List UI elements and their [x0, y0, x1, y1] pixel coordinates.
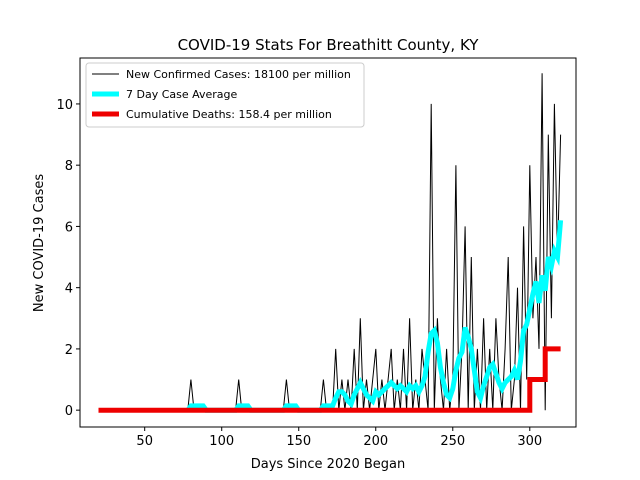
y-axis-label: New COVID-19 Cases — [32, 174, 47, 312]
plot-frame — [79, 57, 577, 428]
legend: New Confirmed Cases: 18100 per million 7 … — [85, 62, 365, 128]
legend-label: Cumulative Deaths: 158.4 per million — [126, 108, 332, 121]
chart-title: COVID-19 Stats For Breathitt County, KY — [178, 36, 480, 54]
x-tick-label: 100 — [209, 434, 234, 449]
y-tick-label: 8 — [65, 159, 73, 174]
legend-label: 7 Day Case Average — [126, 88, 238, 101]
cumulative-deaths-line — [98, 346, 561, 413]
legend-box — [85, 62, 365, 128]
x-tick-label: 150 — [286, 434, 311, 449]
x-tick-label: 250 — [440, 434, 465, 449]
y-tick-label: 0 — [65, 404, 73, 419]
y-axis: 0 2 4 6 8 10 — [56, 98, 80, 419]
x-tick-label: 50 — [136, 434, 153, 449]
y-tick-label: 2 — [65, 343, 73, 358]
y-tick-label: 4 — [65, 282, 73, 297]
seven-day-average-line — [185, 220, 564, 413]
x-tick-label: 300 — [517, 434, 542, 449]
new-cases-line — [98, 73, 562, 411]
x-axis-label: Days Since 2020 Began — [251, 457, 406, 472]
y-tick-label: 6 — [65, 220, 73, 235]
x-tick-label: 200 — [363, 434, 388, 449]
plot-area — [98, 73, 564, 413]
x-axis: 50 100 150 200 250 300 — [136, 427, 542, 449]
y-tick-label: 10 — [56, 98, 73, 113]
legend-label: New Confirmed Cases: 18100 per million — [126, 68, 351, 81]
